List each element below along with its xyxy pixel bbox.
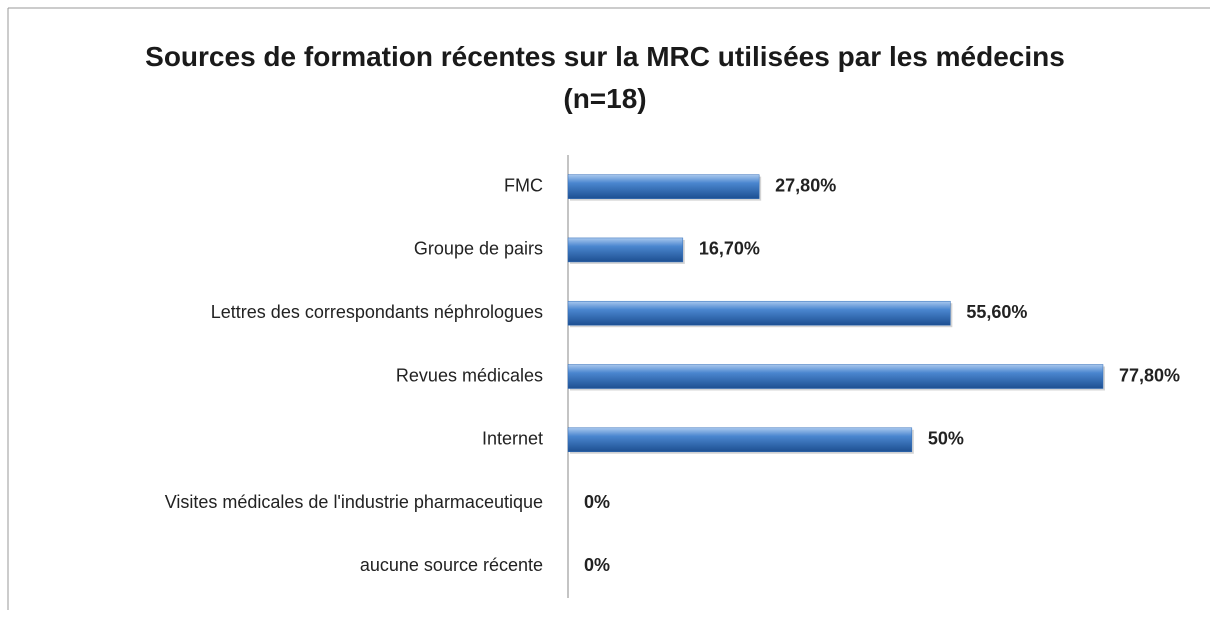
value-label: 77,80% <box>1119 365 1180 385</box>
category-label: Visites médicales de l'industrie pharmac… <box>165 492 543 512</box>
value-label: 0% <box>584 555 610 575</box>
value-label: 0% <box>584 492 610 512</box>
category-label: FMC <box>504 175 543 195</box>
category-label: aucune source récente <box>360 555 543 575</box>
chart-title: Sources de formation récentes sur la MRC… <box>145 41 1065 114</box>
category-label: Internet <box>482 429 543 449</box>
category-label: Revues médicales <box>396 365 543 385</box>
bar <box>567 174 760 199</box>
bar <box>567 427 913 453</box>
bar <box>567 300 951 326</box>
category-label: Groupe de pairs <box>414 239 543 259</box>
category-label: Lettres des correspondants néphrologues <box>211 302 543 322</box>
value-label: 16,70% <box>699 239 760 259</box>
value-label: 55,60% <box>966 302 1027 322</box>
value-label: 50% <box>928 429 964 449</box>
value-label: 27,80% <box>775 175 836 195</box>
bar <box>567 237 684 263</box>
bar <box>567 364 1104 389</box>
